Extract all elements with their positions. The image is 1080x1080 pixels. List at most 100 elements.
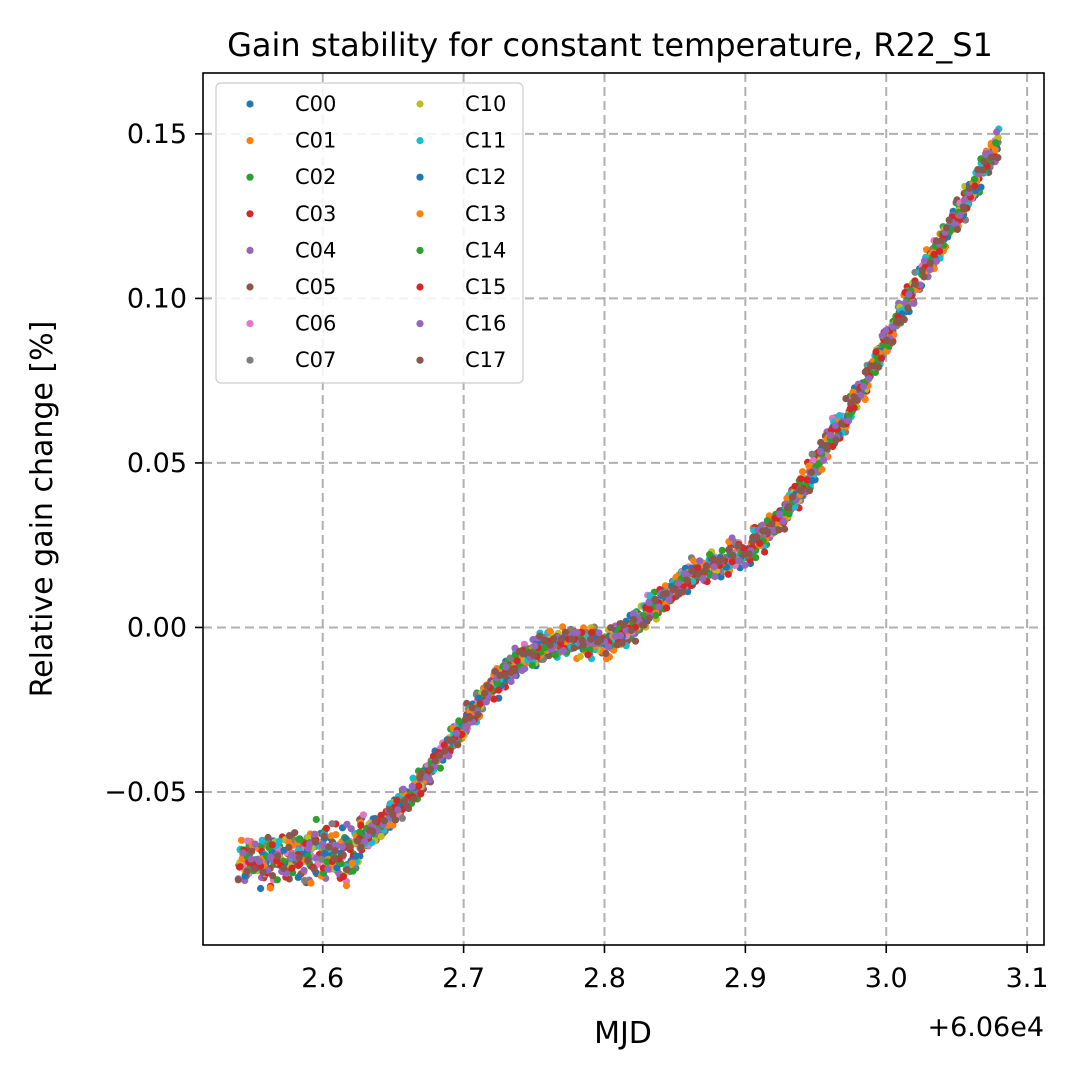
data-point xyxy=(481,689,489,697)
legend-label: C16 xyxy=(465,312,506,336)
data-point xyxy=(665,596,673,604)
data-point xyxy=(296,860,304,868)
data-point xyxy=(521,665,529,673)
legend-entry: C17 xyxy=(416,348,506,372)
legend: C00 C01 C02 C03 C04 C05 C06 C07 C10 C11 C12 C13 C14 C… xyxy=(215,82,524,384)
data-point xyxy=(513,657,521,665)
data-point xyxy=(319,840,327,848)
data-point xyxy=(718,555,726,564)
data-point xyxy=(911,280,920,288)
data-point xyxy=(832,436,840,444)
y-tick-label: 0.15 xyxy=(127,119,187,150)
data-point xyxy=(274,852,282,860)
data-point xyxy=(920,273,928,281)
legend-marker xyxy=(416,320,424,328)
y-tick-label: −0.05 xyxy=(104,777,187,808)
data-point xyxy=(318,855,326,863)
data-point xyxy=(683,576,691,584)
data-point xyxy=(709,555,718,563)
data-point xyxy=(455,717,463,725)
data-point xyxy=(268,841,276,849)
data-point xyxy=(343,866,351,874)
data-point xyxy=(284,838,292,846)
data-point xyxy=(724,570,732,578)
data-point xyxy=(655,603,663,611)
data-point xyxy=(291,829,299,837)
legend-marker xyxy=(416,283,424,291)
data-point xyxy=(507,677,515,686)
data-point xyxy=(491,667,499,675)
data-point xyxy=(669,586,677,594)
data-point xyxy=(369,827,377,835)
data-point xyxy=(431,757,439,765)
data-point xyxy=(550,635,558,643)
data-point xyxy=(630,615,638,624)
data-point xyxy=(690,557,698,565)
y-tick-label: 0.00 xyxy=(127,612,187,643)
data-point xyxy=(663,604,671,612)
data-point xyxy=(377,832,385,841)
x-tick-label: 3.0 xyxy=(865,963,908,994)
legend-label: C13 xyxy=(465,202,506,226)
data-point xyxy=(288,864,296,872)
legend-entry: C16 xyxy=(416,312,506,336)
data-point xyxy=(348,859,356,867)
data-point xyxy=(328,820,336,828)
x-tick-label: 2.8 xyxy=(583,963,626,994)
data-point xyxy=(349,867,357,875)
legend-entry: C03 xyxy=(246,202,336,226)
y-tick-label: 0.05 xyxy=(127,448,187,479)
data-point xyxy=(785,510,793,518)
data-point xyxy=(449,736,457,744)
data-point xyxy=(788,493,797,501)
data-point xyxy=(248,847,256,856)
data-point xyxy=(865,375,873,383)
x-axis-offset-label: +6.06e4 xyxy=(927,1012,1044,1043)
data-point xyxy=(662,589,670,598)
data-point xyxy=(268,872,277,880)
legend-marker xyxy=(246,246,254,254)
data-point xyxy=(860,383,868,391)
legend-entry: C04 xyxy=(246,238,336,262)
data-point xyxy=(440,741,448,749)
data-point xyxy=(936,247,944,255)
data-point xyxy=(357,821,365,830)
data-point xyxy=(332,831,340,839)
data-point xyxy=(651,595,659,604)
data-point xyxy=(602,649,610,658)
data-point xyxy=(409,774,417,782)
data-point xyxy=(306,840,314,848)
data-point xyxy=(618,639,626,647)
data-point xyxy=(280,864,288,873)
data-point xyxy=(323,858,331,866)
data-point xyxy=(463,722,471,731)
data-point xyxy=(510,667,518,675)
legend-entry: C05 xyxy=(246,275,336,299)
legend-entry: C11 xyxy=(416,129,506,153)
data-point xyxy=(324,865,332,873)
y-tick-label: 0.10 xyxy=(127,283,187,314)
data-point xyxy=(926,259,935,267)
x-tick-label: 2.9 xyxy=(724,963,767,994)
legend-entry: C12 xyxy=(416,165,506,189)
legend-entry: C06 xyxy=(246,312,336,336)
legend-label: C17 xyxy=(465,348,506,372)
legend-label: C02 xyxy=(295,165,336,189)
data-point xyxy=(312,838,320,846)
data-point xyxy=(992,139,1000,147)
data-point xyxy=(338,843,346,851)
data-point xyxy=(251,840,259,848)
legend-label: C01 xyxy=(295,129,336,153)
data-point xyxy=(482,698,490,706)
data-point xyxy=(426,765,435,773)
data-point xyxy=(304,856,312,865)
data-point xyxy=(393,797,401,805)
data-point xyxy=(444,752,453,760)
data-point xyxy=(710,563,718,571)
data-point xyxy=(541,636,549,645)
data-point xyxy=(536,632,544,640)
data-point xyxy=(294,873,302,882)
data-point xyxy=(560,646,568,655)
data-point xyxy=(354,837,362,845)
data-point xyxy=(918,266,926,274)
